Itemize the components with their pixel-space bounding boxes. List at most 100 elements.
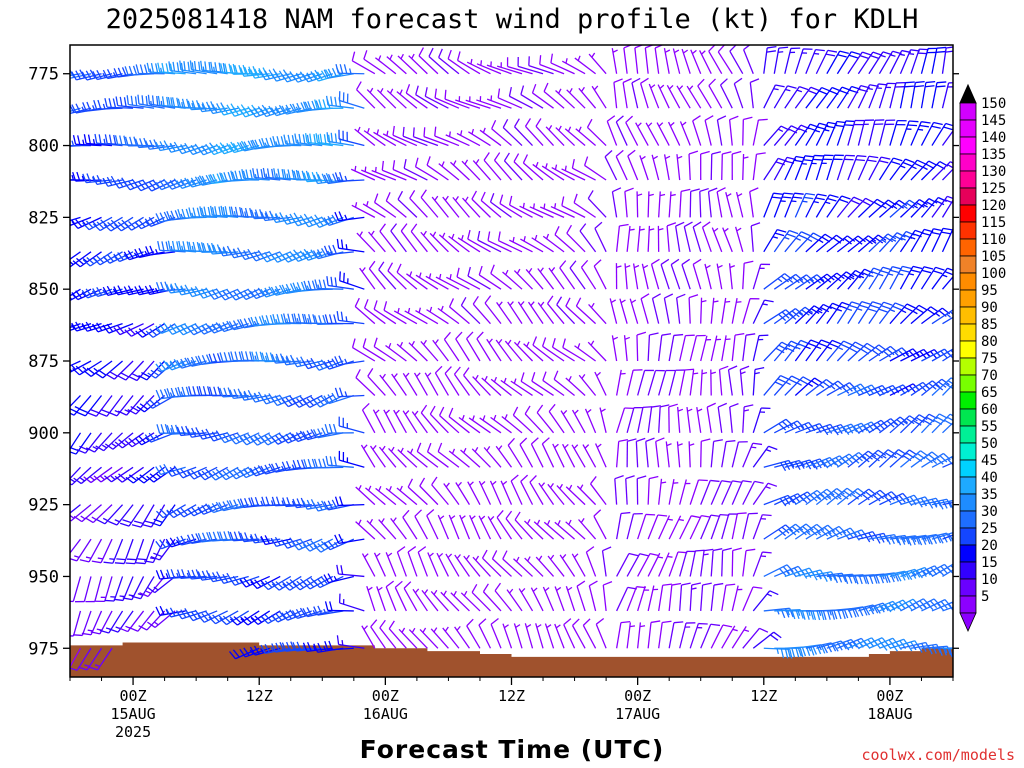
wind-barb	[467, 266, 491, 290]
wind-barb	[411, 410, 428, 434]
wind-barb	[437, 442, 460, 468]
wind-barb	[366, 586, 376, 612]
wind-barb	[291, 430, 323, 443]
wind-barb	[520, 85, 544, 109]
wind-barb	[931, 267, 953, 290]
wind-barb	[637, 369, 654, 396]
wind-barb	[426, 156, 449, 181]
wind-barb	[657, 84, 670, 109]
wind-barb	[403, 158, 428, 181]
wind-barb	[847, 155, 867, 181]
wind-barb	[868, 51, 893, 75]
wind-barb	[647, 552, 664, 577]
wind-barb	[899, 159, 926, 181]
wind-barb	[496, 301, 513, 325]
wind-barb	[146, 575, 176, 594]
wind-barb	[719, 78, 733, 109]
wind-barb	[857, 234, 887, 253]
wind-barb	[641, 263, 649, 290]
wind-barb	[920, 196, 947, 218]
wind-barb	[700, 150, 710, 181]
wind-barb	[517, 57, 544, 75]
wind-barb	[139, 576, 166, 598]
wind-barb	[551, 338, 575, 362]
wind-barb	[879, 416, 908, 434]
wind-barb	[396, 89, 418, 109]
wind-barb	[805, 488, 835, 506]
wind-barb	[545, 125, 565, 146]
wind-barb	[658, 620, 672, 649]
colorbar-swatch	[959, 391, 977, 410]
wind-barb	[676, 154, 683, 181]
wind-barb	[450, 590, 470, 612]
wind-barb	[507, 437, 523, 468]
wind-barb	[565, 297, 586, 325]
wind-barb	[668, 478, 679, 505]
wind-barb	[189, 60, 218, 75]
wind-barb	[532, 336, 554, 362]
wind-barb	[70, 179, 81, 181]
wind-barb	[742, 154, 749, 181]
wind-barb	[878, 119, 896, 146]
wind-barb	[683, 221, 693, 252]
wind-barb	[749, 187, 759, 218]
wind-barb	[506, 588, 523, 612]
colorbar-label: 135	[981, 147, 1006, 163]
wind-barb	[324, 314, 354, 325]
wind-barb	[554, 226, 575, 253]
wind-barb	[314, 99, 344, 110]
wind-barb	[941, 46, 953, 74]
wind-barb	[429, 231, 449, 253]
wind-barb	[920, 266, 945, 290]
wind-barb	[591, 85, 607, 109]
wind-barb	[700, 548, 714, 577]
wind-barb	[660, 258, 670, 290]
wind-barb	[677, 406, 684, 433]
wind-barb	[593, 259, 607, 290]
wind-barb	[440, 590, 460, 612]
wind-barb	[207, 501, 239, 514]
wind-barb	[656, 122, 670, 146]
wind-barb	[283, 134, 312, 147]
wind-barb	[368, 260, 386, 290]
wind-barb	[941, 129, 953, 146]
wind-barb	[594, 443, 607, 468]
wind-barb	[868, 119, 885, 146]
wind-barb	[513, 340, 533, 362]
wind-barb	[541, 337, 565, 362]
wind-barb	[70, 73, 81, 77]
wind-barb	[218, 500, 249, 512]
wind-barb	[478, 480, 492, 505]
wind-barb	[665, 441, 672, 468]
wind-barb	[72, 251, 102, 268]
wind-barb	[418, 47, 439, 75]
wind-barb	[302, 607, 333, 618]
wind-barb	[94, 133, 123, 147]
wind-barb	[878, 265, 902, 290]
x-tick-year: 2025	[115, 723, 151, 741]
wind-barb	[658, 404, 670, 433]
wind-barb	[836, 235, 866, 253]
wind-barb	[303, 458, 333, 469]
wind-barb	[71, 69, 102, 81]
wind-barb	[502, 119, 523, 147]
wind-barb	[752, 118, 768, 146]
wind-barb	[94, 360, 123, 379]
wind-barb	[622, 78, 632, 109]
wind-barb	[425, 273, 449, 290]
wind-barb	[135, 64, 165, 75]
wind-barb	[354, 297, 376, 325]
colorbar-swatch	[959, 272, 977, 291]
wind-barb	[784, 274, 814, 290]
wind-barb	[176, 535, 207, 546]
wind-barb	[889, 265, 912, 290]
wind-barb	[176, 569, 207, 580]
colorbar-label: 25	[981, 521, 998, 537]
wind-barb	[114, 538, 134, 565]
wind-barb	[636, 191, 643, 218]
wind-barb	[506, 57, 533, 75]
wind-barb	[942, 569, 953, 578]
wind-barb	[219, 531, 249, 542]
wind-barb	[471, 584, 491, 612]
wind-barb	[805, 524, 836, 540]
